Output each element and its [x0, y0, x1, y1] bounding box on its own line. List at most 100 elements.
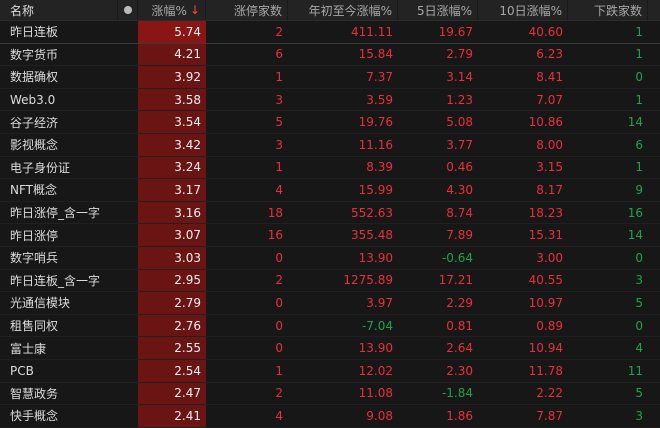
table-row[interactable]: 昨日涨停 3.07 16 355.48 7.89 15.31 14: [0, 224, 660, 247]
table-row[interactable]: 智慧政务 2.47 2 11.08 -1.84 2.22 5: [0, 382, 660, 406]
cell-name: 昨日连板_含一字: [10, 273, 101, 288]
table-row[interactable]: Web3.0 3.58 3 3.59 1.23 7.07 1: [0, 88, 660, 112]
cell-chg: 2.54: [138, 359, 206, 382]
cell-5d: 17.21: [438, 273, 473, 288]
cell-5d: 1.86: [446, 408, 473, 423]
cell-10d: 8.00: [536, 137, 563, 152]
cell-ytd: 552.63: [351, 205, 393, 220]
cell-chg: 3.03: [138, 246, 206, 269]
cell-limit-up: 4: [275, 182, 283, 197]
cell-limit-up: 6: [275, 47, 283, 62]
cell-limit-up: 0: [275, 341, 283, 356]
cell-dot: [118, 405, 138, 427]
table-row[interactable]: 光通信模块 2.79 0 3.97 2.29 10.97 5: [0, 292, 660, 315]
cell-chg: 3.07: [138, 224, 206, 246]
table-row[interactable]: 昨日连板 5.74 2 411.11 19.67 40.60 1: [0, 21, 660, 44]
table-row[interactable]: 数字货币 4.21 6 15.84 2.79 6.23 1: [0, 43, 660, 67]
cell-dot: [118, 337, 138, 359]
cell-10d: 8.17: [536, 182, 563, 197]
col-chg[interactable]: 涨幅% ↓: [138, 0, 206, 20]
col-ytd[interactable]: 年初至今涨幅%: [288, 0, 398, 20]
cell-down: 11: [627, 363, 643, 378]
cell-dot: [118, 111, 138, 133]
cell-limit-up: 1: [275, 160, 283, 175]
cell-5d: 2.29: [446, 295, 473, 310]
cell-down: 16: [627, 205, 643, 220]
col-limit-up[interactable]: 涨停家数: [206, 0, 288, 20]
cell-5d: 2.79: [446, 47, 473, 62]
cell-5d: -0.64: [441, 250, 473, 265]
cell-dot: [118, 44, 138, 66]
table-row[interactable]: 谷子经济 3.54 5 19.76 5.08 10.86 14: [0, 111, 660, 134]
cell-name: 影视概念: [10, 138, 59, 153]
sort-down-icon: ↓: [189, 3, 200, 17]
cell-limit-up: 0: [275, 318, 283, 333]
col-down[interactable]: 下跌家数: [568, 0, 648, 20]
cell-chg: 2.55: [138, 337, 206, 359]
cell-10d: 3.00: [536, 250, 563, 265]
cell-dot: [118, 202, 138, 224]
cell-ytd: 13.90: [358, 250, 393, 265]
col-dot[interactable]: [118, 0, 138, 20]
cell-chg: 2.76: [138, 314, 206, 337]
table-row[interactable]: 富士康 2.55 0 13.90 2.64 10.94 4: [0, 337, 660, 360]
col-name[interactable]: 名称: [0, 0, 118, 20]
cell-limit-up: 2: [275, 24, 283, 39]
cell-name: 电子身份证: [10, 160, 71, 175]
cell-10d: 15.31: [528, 228, 563, 243]
col-5d[interactable]: 5日涨幅%: [398, 0, 478, 20]
cell-chg: 3.58: [138, 88, 206, 111]
table-row[interactable]: 数字哨兵 3.03 0 13.90 -0.64 3.00 0: [0, 246, 660, 270]
table-row[interactable]: 影视概念 3.42 3 11.16 3.77 8.00 6: [0, 133, 660, 157]
cell-limit-up: 5: [275, 115, 283, 130]
cell-name: 快手概念: [10, 409, 59, 424]
table-row[interactable]: 租售同权 2.76 0 -7.04 0.81 0.89 0: [0, 314, 660, 338]
cell-name: 富士康: [10, 341, 47, 356]
cell-chg: 2.41: [138, 405, 206, 427]
cell-down: 0: [635, 250, 643, 265]
cell-ytd: 3.59: [366, 92, 393, 107]
cell-ytd: -7.04: [361, 318, 393, 333]
cell-name: PCB: [10, 363, 34, 378]
cell-name: 智慧政务: [10, 386, 59, 401]
cell-down: 14: [627, 115, 643, 130]
cell-10d: 40.60: [528, 24, 563, 39]
cell-dot: [118, 89, 138, 111]
cell-limit-up: 4: [275, 408, 283, 423]
table-row[interactable]: NFT概念 3.17 4 15.99 4.30 8.17 9: [0, 179, 660, 202]
cell-ytd: 13.90: [358, 341, 393, 356]
cell-ytd: 15.99: [358, 182, 393, 197]
cell-5d: 3.14: [446, 69, 473, 84]
cell-5d: 19.67: [438, 24, 473, 39]
cell-name: 租售同权: [10, 319, 59, 334]
table-row[interactable]: 昨日连板_含一字 2.95 2 1275.89 17.21 40.55 3: [0, 269, 660, 293]
table-row[interactable]: 昨日涨停_含一字 3.16 18 552.63 8.74 18.23 16: [0, 201, 660, 225]
cell-name: 昨日涨停_含一字: [10, 206, 101, 221]
cell-down: 1: [635, 92, 643, 107]
dot-icon: [123, 6, 132, 14]
col-10d[interactable]: 10日涨幅%: [478, 0, 568, 20]
cell-down: 1: [635, 47, 643, 62]
cell-dot: [118, 224, 138, 246]
cell-dot: [118, 360, 138, 382]
cell-down: 14: [627, 228, 643, 243]
cell-ytd: 19.76: [358, 115, 393, 130]
table-row[interactable]: 数据确权 3.92 1 7.37 3.14 8.41 0: [0, 66, 660, 89]
cell-chg: 2.95: [138, 269, 206, 292]
cell-down: 0: [635, 318, 643, 333]
cell-limit-up: 3: [275, 137, 283, 152]
cell-limit-up: 2: [275, 273, 283, 288]
table-row[interactable]: 快手概念 2.41 4 9.08 1.86 7.87 3: [0, 405, 660, 428]
table-row[interactable]: PCB 2.54 1 12.02 2.30 11.78 11: [0, 359, 660, 383]
cell-10d: 18.23: [528, 205, 563, 220]
cell-name: NFT概念: [10, 183, 57, 198]
cell-5d: 3.77: [446, 137, 473, 152]
cell-down: 9: [635, 182, 643, 197]
cell-5d: 7.89: [446, 228, 473, 243]
table-row[interactable]: 电子身份证 3.24 1 8.39 0.46 3.15 1: [0, 156, 660, 180]
cell-10d: 7.07: [536, 92, 563, 107]
cell-10d: 3.15: [536, 160, 563, 175]
cell-ytd: 15.84: [358, 47, 393, 62]
cell-ytd: 12.02: [358, 363, 393, 378]
cell-chg: 5.74: [138, 21, 206, 43]
